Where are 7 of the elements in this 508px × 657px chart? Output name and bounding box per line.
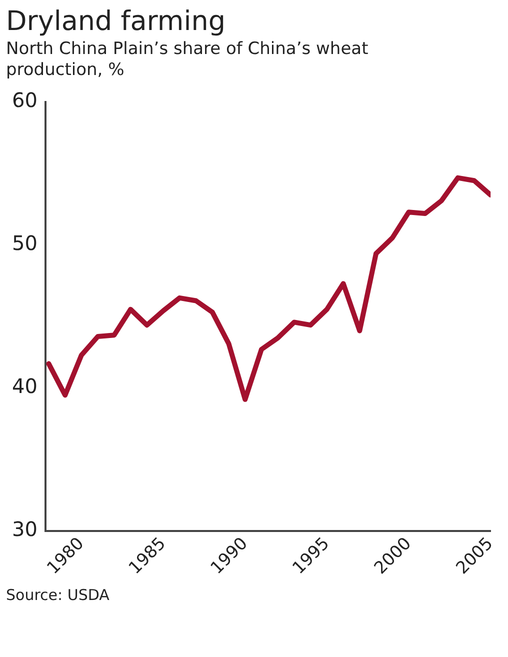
- chart-subtitle: North China Plain’s share of China’s wheat production, %: [6, 39, 370, 82]
- source-note: Source: USDA: [6, 586, 110, 604]
- chart-title: Dryland farming: [6, 6, 226, 37]
- y-tick-label: 50: [12, 230, 38, 255]
- y-tick-label: 60: [12, 88, 38, 112]
- y-tick-label: 40: [12, 374, 38, 398]
- y-tick-label: 30: [12, 516, 38, 541]
